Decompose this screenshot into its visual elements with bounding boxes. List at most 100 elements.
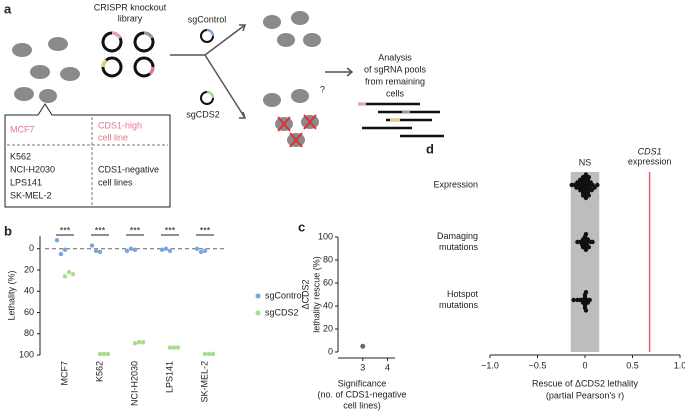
negative-desc: CDS1-negative xyxy=(98,164,159,174)
point xyxy=(70,272,76,277)
analysis-label: Analysis xyxy=(378,52,412,62)
panel-label: c xyxy=(298,219,305,234)
point xyxy=(93,248,99,254)
point xyxy=(136,340,142,345)
plasmid-inserts xyxy=(101,29,214,99)
point xyxy=(202,351,208,357)
point xyxy=(132,341,138,346)
reference-label: CDS1 xyxy=(638,146,662,156)
x-axis-label: cell lines) xyxy=(343,400,381,410)
negative-line: K562 xyxy=(10,151,31,161)
high-desc: CDS1-high xyxy=(98,120,142,130)
row-label: Damaging xyxy=(437,231,478,241)
x-tick-label: LPS141 xyxy=(164,361,174,393)
point xyxy=(58,251,64,257)
y-tick-label: 0 xyxy=(328,346,333,356)
point xyxy=(194,246,200,251)
row-label: mutations xyxy=(439,300,479,310)
y-tick-label: 100 xyxy=(318,231,333,241)
point xyxy=(167,248,173,254)
point xyxy=(97,249,103,255)
plasmids xyxy=(101,29,214,105)
arrows xyxy=(170,24,354,119)
point xyxy=(595,182,600,188)
x-tick-label: NCI-H2030 xyxy=(129,361,139,406)
x-tick-label: 1.0 xyxy=(674,360,685,370)
point xyxy=(167,345,173,350)
point xyxy=(97,351,103,357)
legend-marker xyxy=(255,310,261,316)
x-tick-label: 3 xyxy=(360,362,365,372)
negative-desc: cell lines xyxy=(98,177,133,187)
significance: *** xyxy=(165,225,176,235)
point xyxy=(101,351,107,357)
point xyxy=(54,238,60,243)
point xyxy=(586,245,591,250)
row-label: Hotspot xyxy=(447,289,479,299)
ns-label: NS xyxy=(579,157,592,167)
knockout-label: sgCDS2 xyxy=(186,109,220,119)
x-tick-label: −1.0 xyxy=(481,360,499,370)
y-tick-label: 80 xyxy=(323,254,333,264)
y-tick-label: 40 xyxy=(24,286,34,296)
point xyxy=(159,247,165,253)
y-tick-label: 0 xyxy=(29,243,34,253)
point xyxy=(66,269,72,275)
question: ? xyxy=(320,84,325,94)
x-axis-label: (partial Pearson's r) xyxy=(546,390,624,400)
point xyxy=(583,195,589,201)
point xyxy=(583,290,589,295)
point xyxy=(171,345,177,350)
point xyxy=(163,246,169,251)
point xyxy=(586,175,591,180)
point xyxy=(175,345,181,350)
point xyxy=(583,232,589,237)
legend-label: sgControl xyxy=(265,290,304,300)
point xyxy=(62,247,68,253)
x-tick-label: MCF7 xyxy=(59,361,69,386)
high-line: MCF7 xyxy=(10,124,35,134)
x-tick-label: 4 xyxy=(385,362,390,372)
negative-line: SK-MEL-2 xyxy=(10,190,52,200)
x-tick-label: SK-MEL-2 xyxy=(199,361,209,403)
row-label: Expression xyxy=(433,179,478,189)
legend-marker xyxy=(255,293,261,299)
point xyxy=(202,248,208,254)
x-tick-label: 0.5 xyxy=(626,360,639,370)
y-tick-label: 20 xyxy=(24,264,34,274)
point xyxy=(210,351,216,357)
point xyxy=(105,351,111,357)
panel-label: a xyxy=(4,1,12,16)
point xyxy=(592,185,597,190)
panel-label: b xyxy=(4,223,12,238)
x-axis-label: Rescue of ΔCDS2 lethality xyxy=(532,378,639,388)
legend-label: sgCDS2 xyxy=(265,307,299,317)
cells xyxy=(12,37,80,103)
reference-label: expression xyxy=(628,156,672,166)
point xyxy=(583,172,589,177)
y-axis-label: lethality rescue (%) xyxy=(311,256,321,333)
point xyxy=(62,274,68,279)
point xyxy=(89,243,95,248)
significance: *** xyxy=(95,225,106,235)
panel-label: d xyxy=(426,141,434,156)
row-label: mutations xyxy=(439,242,479,252)
y-tick-label: 60 xyxy=(24,307,34,317)
analysis-label: cells xyxy=(386,88,405,98)
x-tick-label: −0.5 xyxy=(529,360,547,370)
dead-marks xyxy=(277,114,317,148)
point xyxy=(587,297,592,303)
point xyxy=(140,340,146,345)
library-label: CRISPR knockout xyxy=(94,2,167,12)
ns-band xyxy=(570,172,600,352)
point xyxy=(571,297,576,303)
control-label: sgControl xyxy=(188,14,227,24)
surviving-cells xyxy=(263,11,321,147)
point xyxy=(132,247,138,253)
significance: *** xyxy=(200,225,211,235)
point xyxy=(590,239,595,245)
x-axis-label: Significance xyxy=(338,378,387,388)
significance: *** xyxy=(130,225,141,235)
y-tick-label: 40 xyxy=(323,300,333,310)
